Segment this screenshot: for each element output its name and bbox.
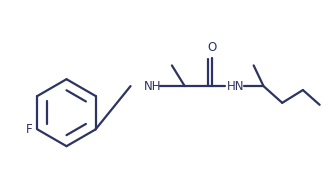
Text: HN: HN	[227, 80, 245, 93]
Text: O: O	[208, 41, 217, 54]
Text: F: F	[26, 123, 33, 136]
Text: NH: NH	[144, 80, 162, 93]
